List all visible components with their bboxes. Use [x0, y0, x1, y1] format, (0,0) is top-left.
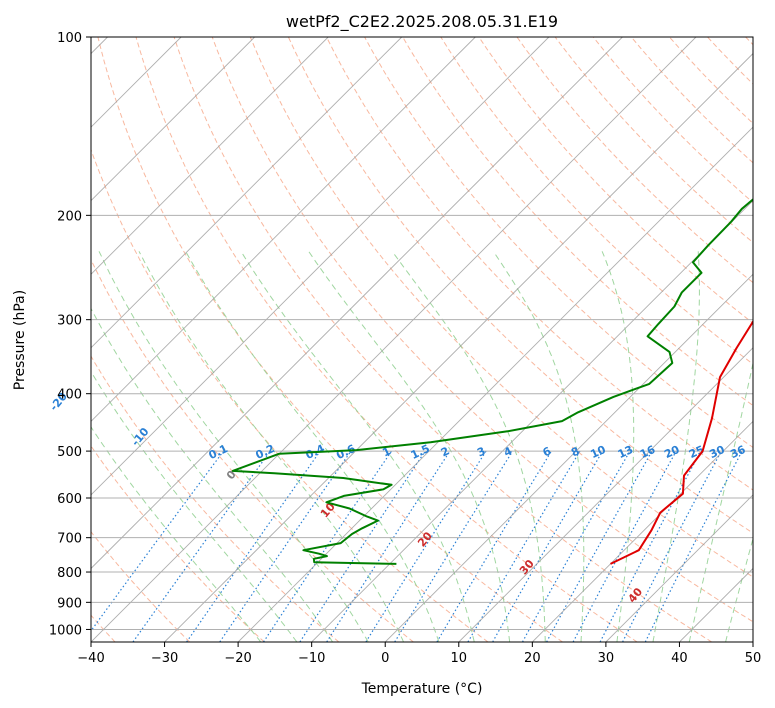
dry-adiabat: [97, 37, 563, 642]
temperature-profile: [610, 319, 753, 565]
mixing-ratio-line: [219, 450, 352, 642]
y-axis-label: Pressure (hPa): [12, 290, 28, 390]
dry-adiabat: [249, 37, 753, 578]
moist-adiabat: [492, 251, 585, 642]
y-tick-label: 900: [57, 596, 82, 611]
mixing-ratio-line: [394, 450, 514, 642]
isotherm: [752, 641, 753, 642]
mixing-ratio-line: [546, 450, 653, 642]
x-tick-label: 50: [745, 651, 762, 666]
moist-adiabat: [91, 370, 298, 642]
moist-adiabat: [688, 361, 753, 642]
chart-title: wetPf2_C2E2.2025.208.05.31.E19: [286, 12, 558, 32]
x-tick-label: 10: [451, 651, 468, 666]
mixing-ratio-label: 10: [588, 443, 608, 461]
isotherm: [91, 37, 476, 422]
dry-adiabat: [516, 37, 753, 284]
moist-adiabat: [308, 251, 511, 642]
mixing-ratio-line: [132, 450, 271, 642]
moist-adiabat: [185, 251, 440, 642]
x-axis-label: Temperature (°C): [361, 681, 483, 697]
mixing-ratio-label: 16: [638, 443, 658, 461]
mixing-ratio-label: 13: [616, 443, 635, 461]
y-tick-label: 400: [57, 388, 82, 403]
x-tick-label: 40: [671, 651, 688, 666]
mixing-ratio-line: [521, 450, 631, 642]
y-tick-label: 800: [57, 566, 82, 581]
dry-adiabat: [91, 531, 191, 642]
x-tick-label: 0: [381, 651, 389, 666]
isotherm: [91, 37, 403, 349]
moist-adiabat: [601, 251, 635, 642]
moist-adiabat: [240, 251, 475, 642]
y-tick-label: 500: [57, 445, 82, 460]
moist-adiabat: [98, 251, 369, 642]
dry-adiabat: [91, 355, 340, 642]
isotherm: [164, 52, 753, 642]
isotherm: [458, 347, 753, 642]
dry-adiabat: [135, 37, 638, 642]
dry-adiabat: [211, 37, 753, 623]
moist-adiabat: [391, 251, 546, 642]
isotherm: [91, 37, 255, 202]
isotherm: [237, 126, 753, 642]
moist-adiabat: [91, 307, 334, 642]
isotherm: [311, 200, 753, 642]
plot-background: [91, 37, 753, 642]
dry-adiabat: [91, 445, 265, 642]
mixing-ratio-line: [186, 450, 321, 642]
y-tick-label: 300: [57, 314, 82, 329]
mixing-ratio-line: [572, 450, 677, 642]
mixing-ratio-label: 36: [728, 443, 748, 461]
dry-adiabat: [91, 148, 489, 642]
dry-adiabat: [173, 37, 713, 642]
mixing-ratio-label: 20: [662, 443, 682, 461]
x-tick-label: 30: [598, 651, 615, 666]
dry-adiabat: [478, 37, 753, 324]
dewpoint-profile: [231, 198, 753, 565]
moist-adiabat: [652, 251, 700, 642]
mixing-ratio-line: [644, 450, 743, 642]
x-tick-label: −10: [298, 651, 325, 666]
y-tick-label: 700: [57, 532, 82, 547]
isotherm: [91, 37, 697, 642]
dry-adiabat: [326, 37, 753, 491]
mixing-ratio-label: 30: [707, 443, 727, 461]
y-axis: 1000 900 800 700 600 500 400 300 200 100: [49, 31, 91, 638]
series-layer: [231, 198, 753, 565]
isotherm: [91, 37, 329, 275]
y-tick-label: 200: [57, 209, 82, 224]
moist-adiabat: [91, 426, 262, 642]
isotherm: [532, 420, 753, 642]
dry-adiabat: [402, 37, 753, 407]
isotherm: [605, 494, 753, 642]
moist-adiabat: [138, 251, 405, 642]
mixing-ratio-line: [262, 450, 392, 642]
mixing-ratio-label: 25: [687, 443, 706, 461]
y-tick-label: 100: [57, 31, 82, 46]
x-tick-label: −20: [224, 651, 251, 666]
x-axis: −40 −30 −20 −10 0 10 20 30 40 50: [77, 642, 761, 666]
grid-layer: [91, 37, 753, 642]
isotherm: [384, 273, 753, 642]
x-tick-label: 20: [524, 651, 541, 666]
x-tick-label: −30: [151, 651, 178, 666]
y-tick-label: 1000: [49, 623, 82, 638]
x-tick-label: −40: [77, 651, 104, 666]
isotherm: [91, 37, 550, 496]
isotherm: [91, 37, 623, 570]
y-tick-label: 600: [57, 492, 82, 507]
mixing-ratio-line: [91, 450, 224, 632]
plot-frame: [90, 36, 754, 643]
